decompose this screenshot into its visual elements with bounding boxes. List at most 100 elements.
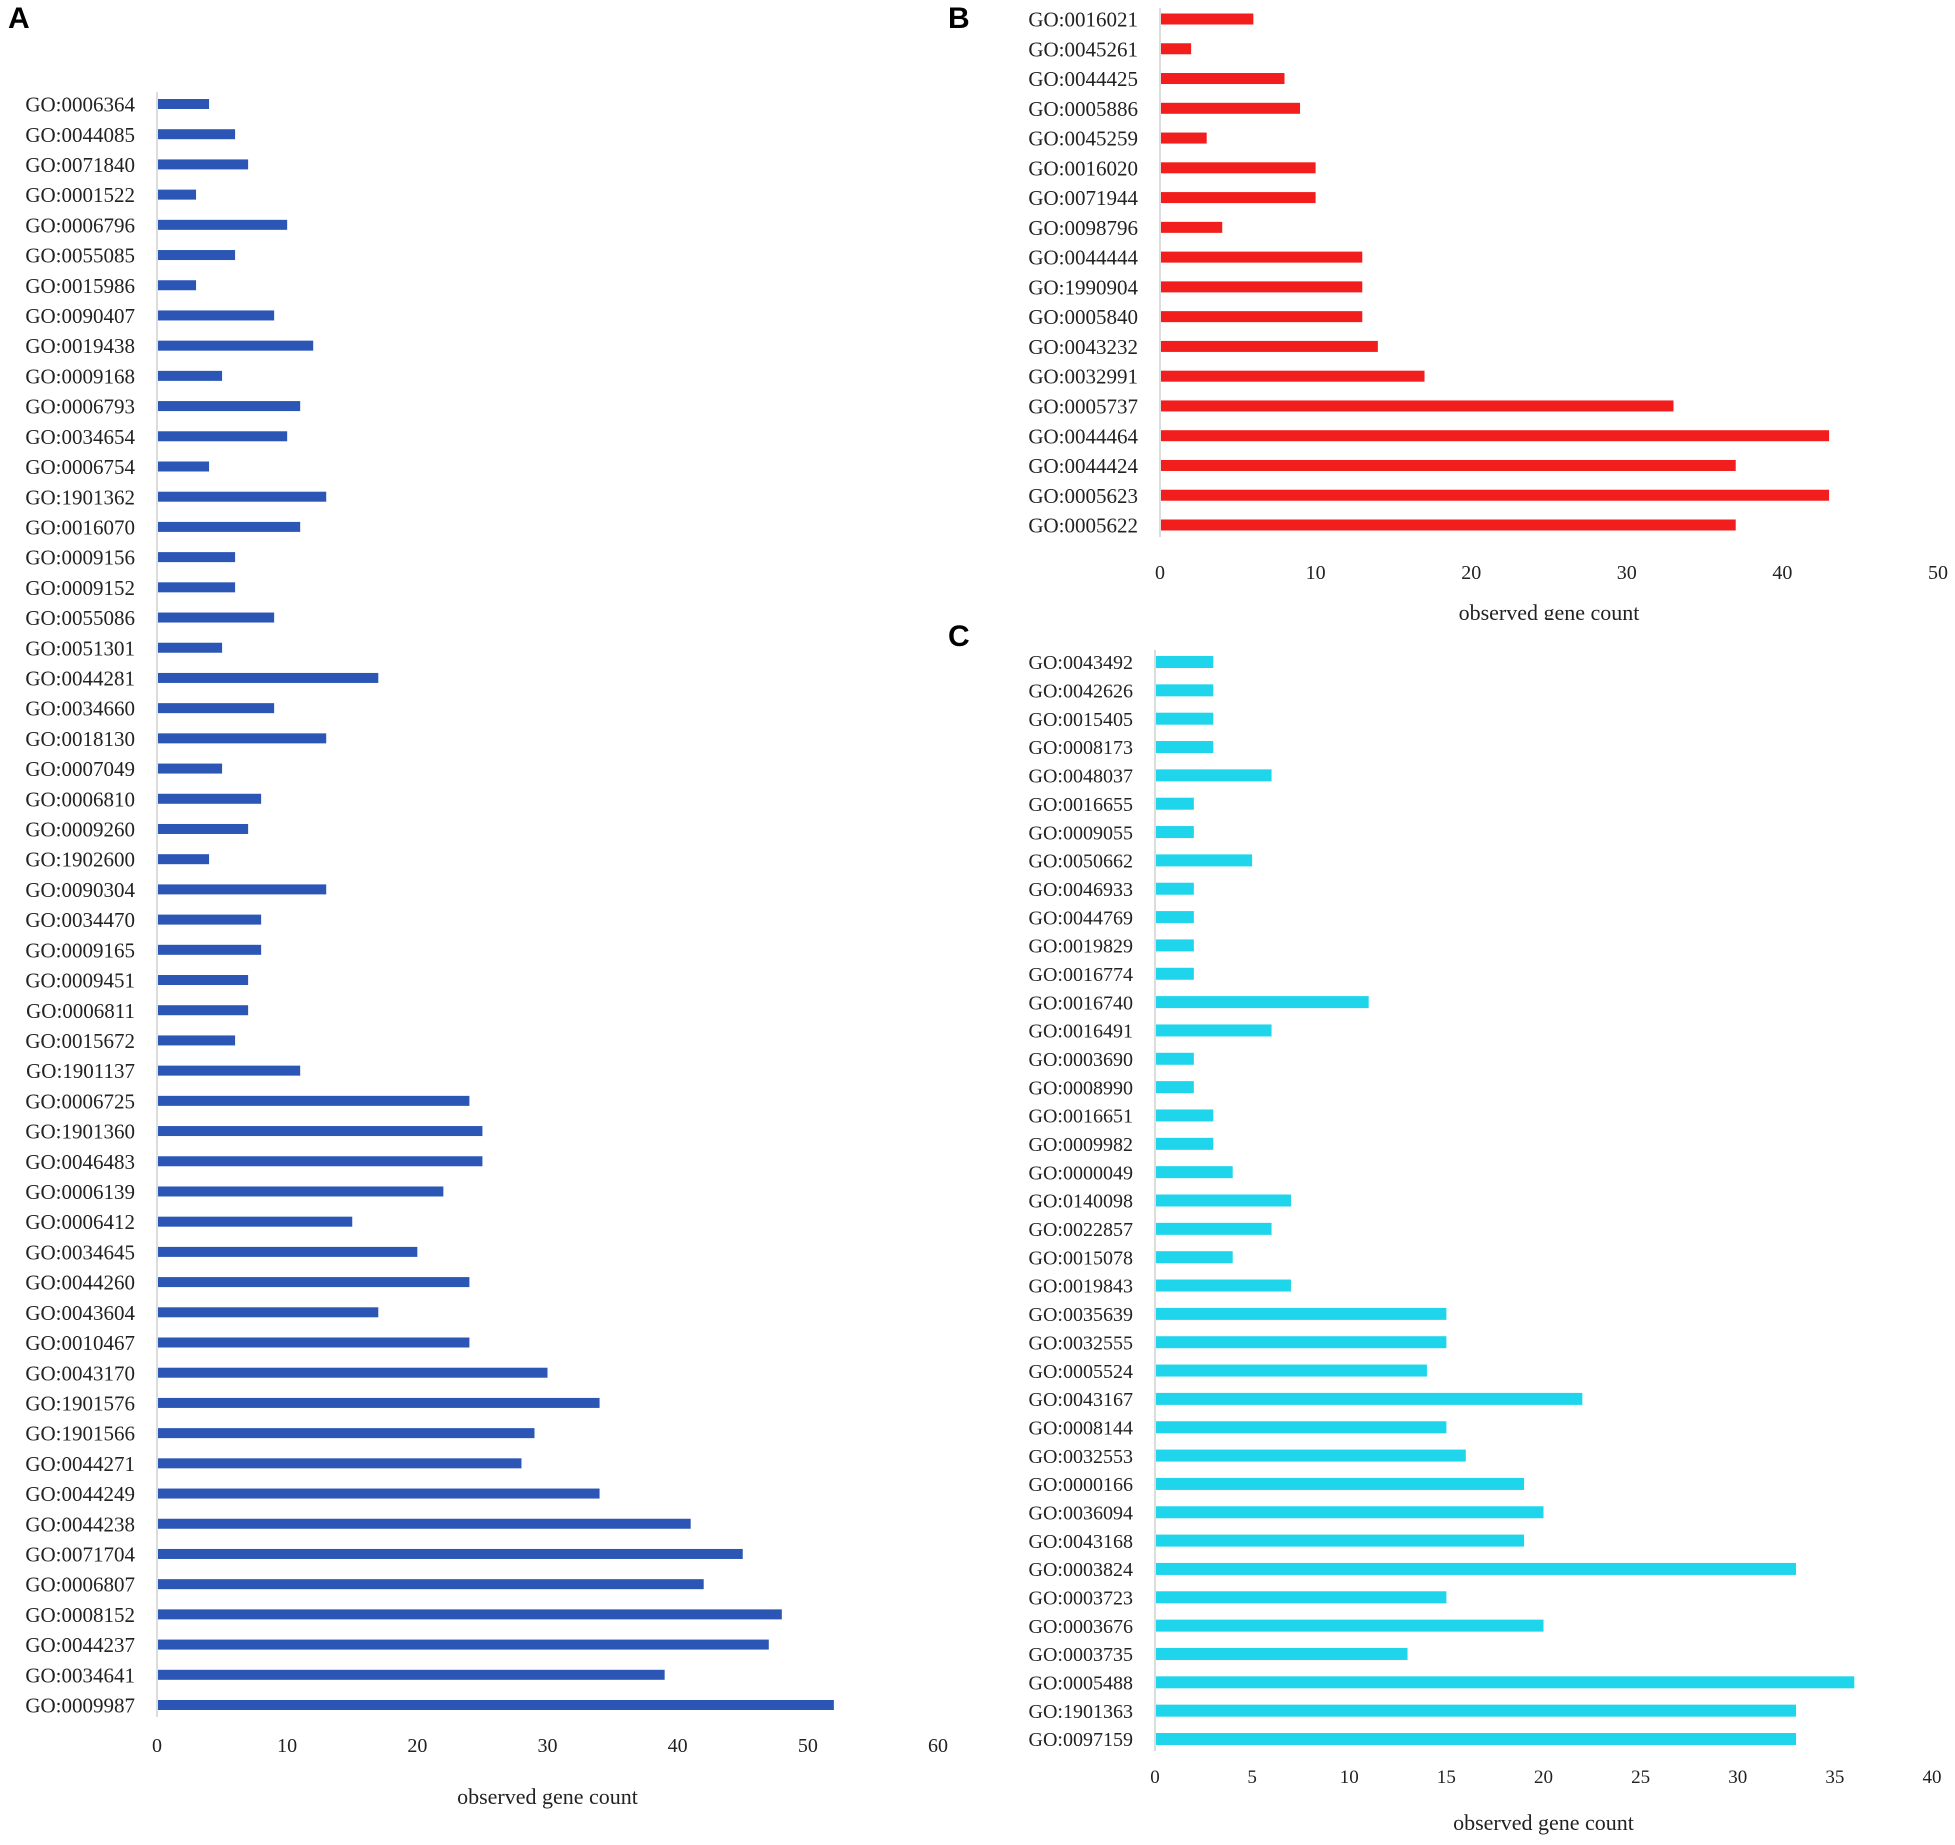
category-label: GO:0071944 bbox=[1028, 186, 1138, 210]
bar bbox=[1156, 1733, 1797, 1745]
category-label: GO:0008173 bbox=[1029, 737, 1133, 759]
category-label: GO:0016021 bbox=[1028, 8, 1138, 32]
category-label: GO:0005524 bbox=[1029, 1361, 1133, 1383]
category-label: GO:0008990 bbox=[1029, 1077, 1133, 1099]
category-label: GO:0090304 bbox=[25, 878, 135, 902]
bar bbox=[158, 642, 223, 653]
category-label: GO:0048037 bbox=[1029, 766, 1133, 788]
bar bbox=[1156, 1052, 1194, 1065]
category-label: GO:0009451 bbox=[25, 969, 135, 993]
bar bbox=[158, 763, 223, 774]
bar bbox=[158, 521, 301, 532]
bar bbox=[158, 1095, 470, 1106]
category-label: GO:0044238 bbox=[25, 1512, 135, 1536]
category-label: GO:0071704 bbox=[25, 1543, 135, 1567]
category-label: GO:0009987 bbox=[25, 1694, 135, 1718]
bar bbox=[1156, 1336, 1447, 1349]
category-label: GO:0005623 bbox=[1028, 484, 1138, 508]
bar bbox=[1156, 1392, 1583, 1405]
bar bbox=[1161, 13, 1254, 25]
category-label: GO:0006139 bbox=[25, 1180, 135, 1204]
bar bbox=[1156, 1307, 1447, 1320]
bar bbox=[1156, 939, 1194, 952]
bar bbox=[1156, 712, 1214, 725]
x-tick-label: 40 bbox=[668, 1735, 688, 1757]
category-label: GO:0032991 bbox=[1028, 365, 1138, 389]
x-tick-label: 60 bbox=[928, 1735, 948, 1757]
x-tick-label: 25 bbox=[1631, 1767, 1650, 1788]
bar bbox=[1156, 1024, 1272, 1037]
category-label: GO:0003824 bbox=[1029, 1559, 1133, 1581]
category-label: GO:1901566 bbox=[25, 1422, 135, 1446]
bar bbox=[158, 914, 262, 925]
category-label: GO:0009982 bbox=[1029, 1134, 1133, 1156]
bar bbox=[158, 672, 379, 683]
category-label: GO:0043604 bbox=[25, 1301, 135, 1325]
category-label: GO:0043167 bbox=[1029, 1389, 1133, 1411]
panel-label-c: C bbox=[948, 620, 970, 653]
bar bbox=[158, 1216, 353, 1227]
category-label: GO:0043170 bbox=[25, 1361, 135, 1385]
x-tick-label: 10 bbox=[1306, 562, 1326, 584]
category-label: GO:0009168 bbox=[25, 364, 135, 388]
bar bbox=[1156, 1591, 1447, 1604]
category-label: GO:0018130 bbox=[25, 727, 135, 751]
category-label: GO:0042626 bbox=[1029, 681, 1133, 703]
bar bbox=[158, 1700, 834, 1710]
chart-panel-a: GO:0006364 GO:0044085 GO:0071840 GO:0001522… bbox=[25, 92, 948, 1809]
category-label: GO:0010467 bbox=[25, 1331, 135, 1355]
x-tick-label: 0 bbox=[1150, 1767, 1160, 1788]
bar bbox=[158, 1458, 522, 1469]
bar bbox=[1161, 489, 1830, 501]
bar bbox=[158, 1428, 535, 1439]
bar bbox=[1156, 1166, 1233, 1179]
category-label: GO:0044249 bbox=[25, 1482, 135, 1506]
bar bbox=[1156, 1364, 1427, 1377]
bar bbox=[1156, 1251, 1233, 1264]
bar bbox=[1156, 1081, 1194, 1094]
category-label: GO:1901363 bbox=[1029, 1701, 1133, 1723]
x-tick-label: 5 bbox=[1247, 1767, 1257, 1788]
bar bbox=[1161, 519, 1736, 531]
bar bbox=[1156, 1704, 1797, 1717]
bar bbox=[1156, 1647, 1408, 1660]
bar bbox=[158, 401, 301, 412]
category-label: GO:0045259 bbox=[1028, 127, 1138, 151]
bar bbox=[158, 1488, 600, 1499]
category-label: GO:0006811 bbox=[26, 999, 135, 1023]
category-label: GO:0005886 bbox=[1028, 97, 1138, 121]
panel-label-a: A bbox=[8, 2, 30, 35]
bar bbox=[1161, 221, 1223, 233]
category-label: GO:0001522 bbox=[25, 183, 135, 207]
bar bbox=[1156, 911, 1194, 924]
bar bbox=[1161, 370, 1425, 382]
bar bbox=[158, 793, 262, 804]
category-label: GO:0045261 bbox=[1028, 37, 1138, 61]
category-label: GO:1902600 bbox=[25, 848, 135, 872]
bar bbox=[158, 1639, 769, 1650]
bar bbox=[158, 310, 275, 321]
bar bbox=[1161, 311, 1363, 323]
category-label: GO:0016070 bbox=[25, 515, 135, 539]
category-label: GO:0071840 bbox=[25, 153, 135, 177]
category-label: GO:0044281 bbox=[25, 667, 135, 691]
bar bbox=[158, 944, 262, 955]
category-label: GO:0032555 bbox=[1029, 1332, 1133, 1354]
bar bbox=[1156, 1676, 1855, 1689]
category-label: GO:0007049 bbox=[25, 757, 135, 781]
category-label: GO:0005840 bbox=[1028, 305, 1138, 329]
bar bbox=[158, 1005, 249, 1016]
category-label: GO:0008152 bbox=[25, 1603, 135, 1627]
category-label: GO:0005622 bbox=[1028, 514, 1138, 538]
panel-label-b: B bbox=[948, 2, 970, 35]
category-label: GO:1901362 bbox=[25, 485, 135, 509]
bar bbox=[1161, 102, 1301, 114]
bar bbox=[1156, 1534, 1525, 1547]
bar bbox=[158, 854, 210, 865]
category-label: GO:0043492 bbox=[1029, 652, 1133, 674]
category-label: GO:0046933 bbox=[1029, 879, 1133, 901]
bar bbox=[158, 552, 236, 563]
bar bbox=[158, 1307, 379, 1318]
bar bbox=[158, 582, 236, 593]
x-tick-label: 0 bbox=[152, 1735, 162, 1757]
